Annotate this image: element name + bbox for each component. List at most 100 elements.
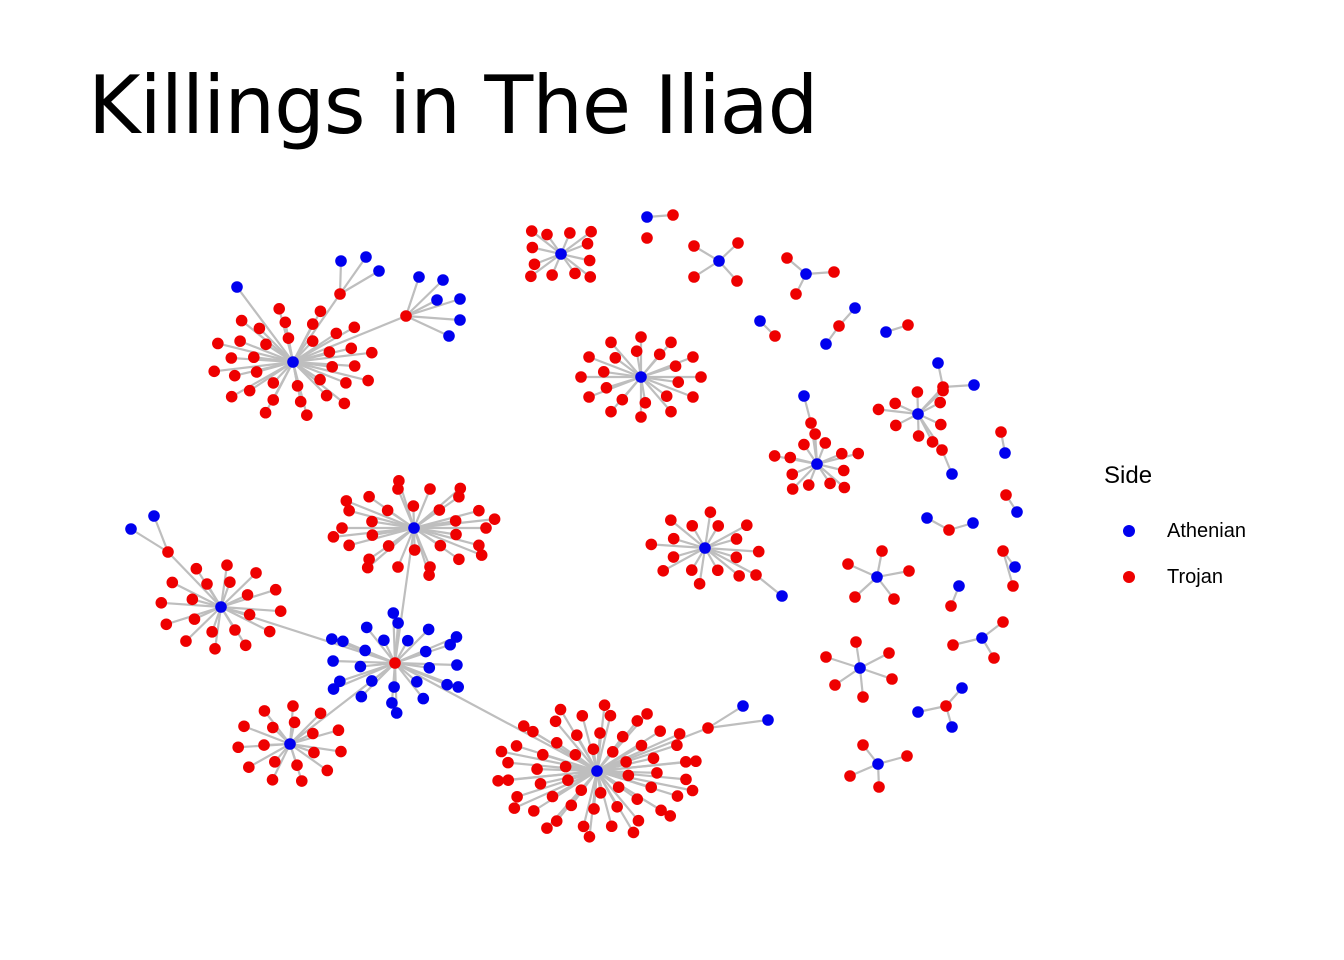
athenian-node bbox=[762, 714, 774, 726]
trojan-node bbox=[453, 553, 465, 566]
edge bbox=[413, 526, 483, 557]
athenian-node bbox=[443, 330, 455, 342]
trojan-node bbox=[926, 436, 939, 448]
athenian-node bbox=[387, 607, 400, 619]
trojan-node bbox=[541, 822, 553, 834]
athenian-node bbox=[946, 468, 958, 480]
edge bbox=[394, 662, 598, 772]
trojan-node bbox=[450, 528, 462, 541]
edge bbox=[560, 253, 591, 278]
edge bbox=[507, 761, 598, 773]
edge bbox=[582, 770, 599, 827]
edge bbox=[234, 360, 294, 377]
athenian-node bbox=[776, 590, 788, 602]
trojan-node bbox=[704, 506, 717, 518]
trojan-node bbox=[883, 647, 895, 659]
athenian-node bbox=[946, 721, 958, 733]
trojan-node bbox=[583, 831, 596, 843]
trojan-node bbox=[769, 330, 781, 342]
trojan-node bbox=[934, 396, 947, 409]
trojan-node bbox=[901, 750, 913, 762]
trojan-node bbox=[730, 551, 743, 564]
trojan-node bbox=[206, 626, 218, 638]
trojan-node bbox=[685, 564, 698, 576]
trojan-node bbox=[641, 708, 653, 720]
trojan-node bbox=[250, 366, 263, 378]
athenian-node bbox=[953, 580, 965, 592]
trojan-node bbox=[583, 351, 595, 363]
edge bbox=[248, 743, 291, 769]
athenian-node bbox=[591, 765, 603, 777]
athenian-node bbox=[912, 706, 924, 718]
athenian-node bbox=[871, 571, 883, 583]
athenian-node bbox=[360, 621, 373, 634]
trojan-node bbox=[323, 346, 336, 358]
edge bbox=[405, 279, 444, 317]
trojan-node bbox=[665, 405, 677, 418]
edge bbox=[152, 515, 170, 553]
trojan-node bbox=[733, 570, 745, 582]
athenian-node bbox=[355, 690, 368, 703]
trojan-node bbox=[571, 729, 583, 742]
trojan-node bbox=[620, 756, 632, 768]
trojan-node bbox=[594, 727, 606, 739]
edge bbox=[533, 770, 598, 812]
trojan-node bbox=[997, 545, 1009, 557]
edge bbox=[213, 606, 223, 649]
trojan-node bbox=[559, 760, 572, 773]
trojan-node bbox=[911, 386, 924, 398]
trojan-node bbox=[225, 352, 238, 364]
edge bbox=[698, 547, 707, 584]
edge bbox=[405, 314, 461, 322]
trojan-node bbox=[587, 743, 600, 755]
trojan-node bbox=[631, 793, 644, 805]
edge bbox=[640, 355, 694, 379]
trojan-node bbox=[781, 252, 793, 264]
edge bbox=[513, 769, 598, 810]
edge bbox=[239, 340, 294, 364]
trojan-node bbox=[267, 377, 280, 389]
trojan-node bbox=[903, 565, 915, 577]
edge bbox=[596, 760, 697, 773]
trojan-node bbox=[330, 327, 343, 340]
trojan-node bbox=[502, 774, 515, 786]
trojan-node bbox=[454, 482, 467, 495]
edge bbox=[588, 375, 642, 399]
trojan-node bbox=[667, 209, 679, 221]
trojan-node bbox=[805, 417, 817, 429]
edge bbox=[707, 718, 769, 730]
edge bbox=[554, 720, 598, 772]
trojan-node bbox=[531, 763, 543, 775]
athenian-node bbox=[811, 458, 823, 470]
trojan-node bbox=[838, 481, 851, 494]
edge bbox=[791, 463, 818, 490]
athenian-node bbox=[437, 274, 449, 286]
trojan-node bbox=[480, 522, 492, 534]
trojan-node bbox=[335, 745, 347, 758]
trojan-node bbox=[208, 365, 221, 378]
edge bbox=[596, 770, 640, 822]
edge bbox=[220, 606, 271, 633]
trojan-node bbox=[581, 237, 594, 250]
trojan-node bbox=[267, 394, 280, 406]
trojan-node bbox=[798, 438, 810, 451]
trojan-node bbox=[606, 746, 619, 758]
athenian-node bbox=[1009, 561, 1021, 573]
athenian-node bbox=[327, 655, 339, 667]
trojan-node bbox=[857, 739, 869, 751]
trojan-node bbox=[295, 775, 308, 787]
edge bbox=[610, 341, 642, 378]
edge bbox=[707, 705, 744, 729]
trojan-node bbox=[534, 777, 547, 790]
trojan-node bbox=[852, 447, 865, 460]
trojan-node bbox=[850, 636, 862, 648]
trojan-node bbox=[306, 335, 319, 347]
edge bbox=[610, 376, 642, 413]
trojan-node bbox=[583, 391, 595, 403]
trojan-node bbox=[314, 305, 327, 318]
trojan-node bbox=[937, 381, 949, 393]
trojan-node bbox=[635, 739, 648, 752]
athenian-node bbox=[699, 542, 711, 554]
athenian-node bbox=[402, 634, 414, 647]
trojan-node bbox=[752, 545, 765, 558]
